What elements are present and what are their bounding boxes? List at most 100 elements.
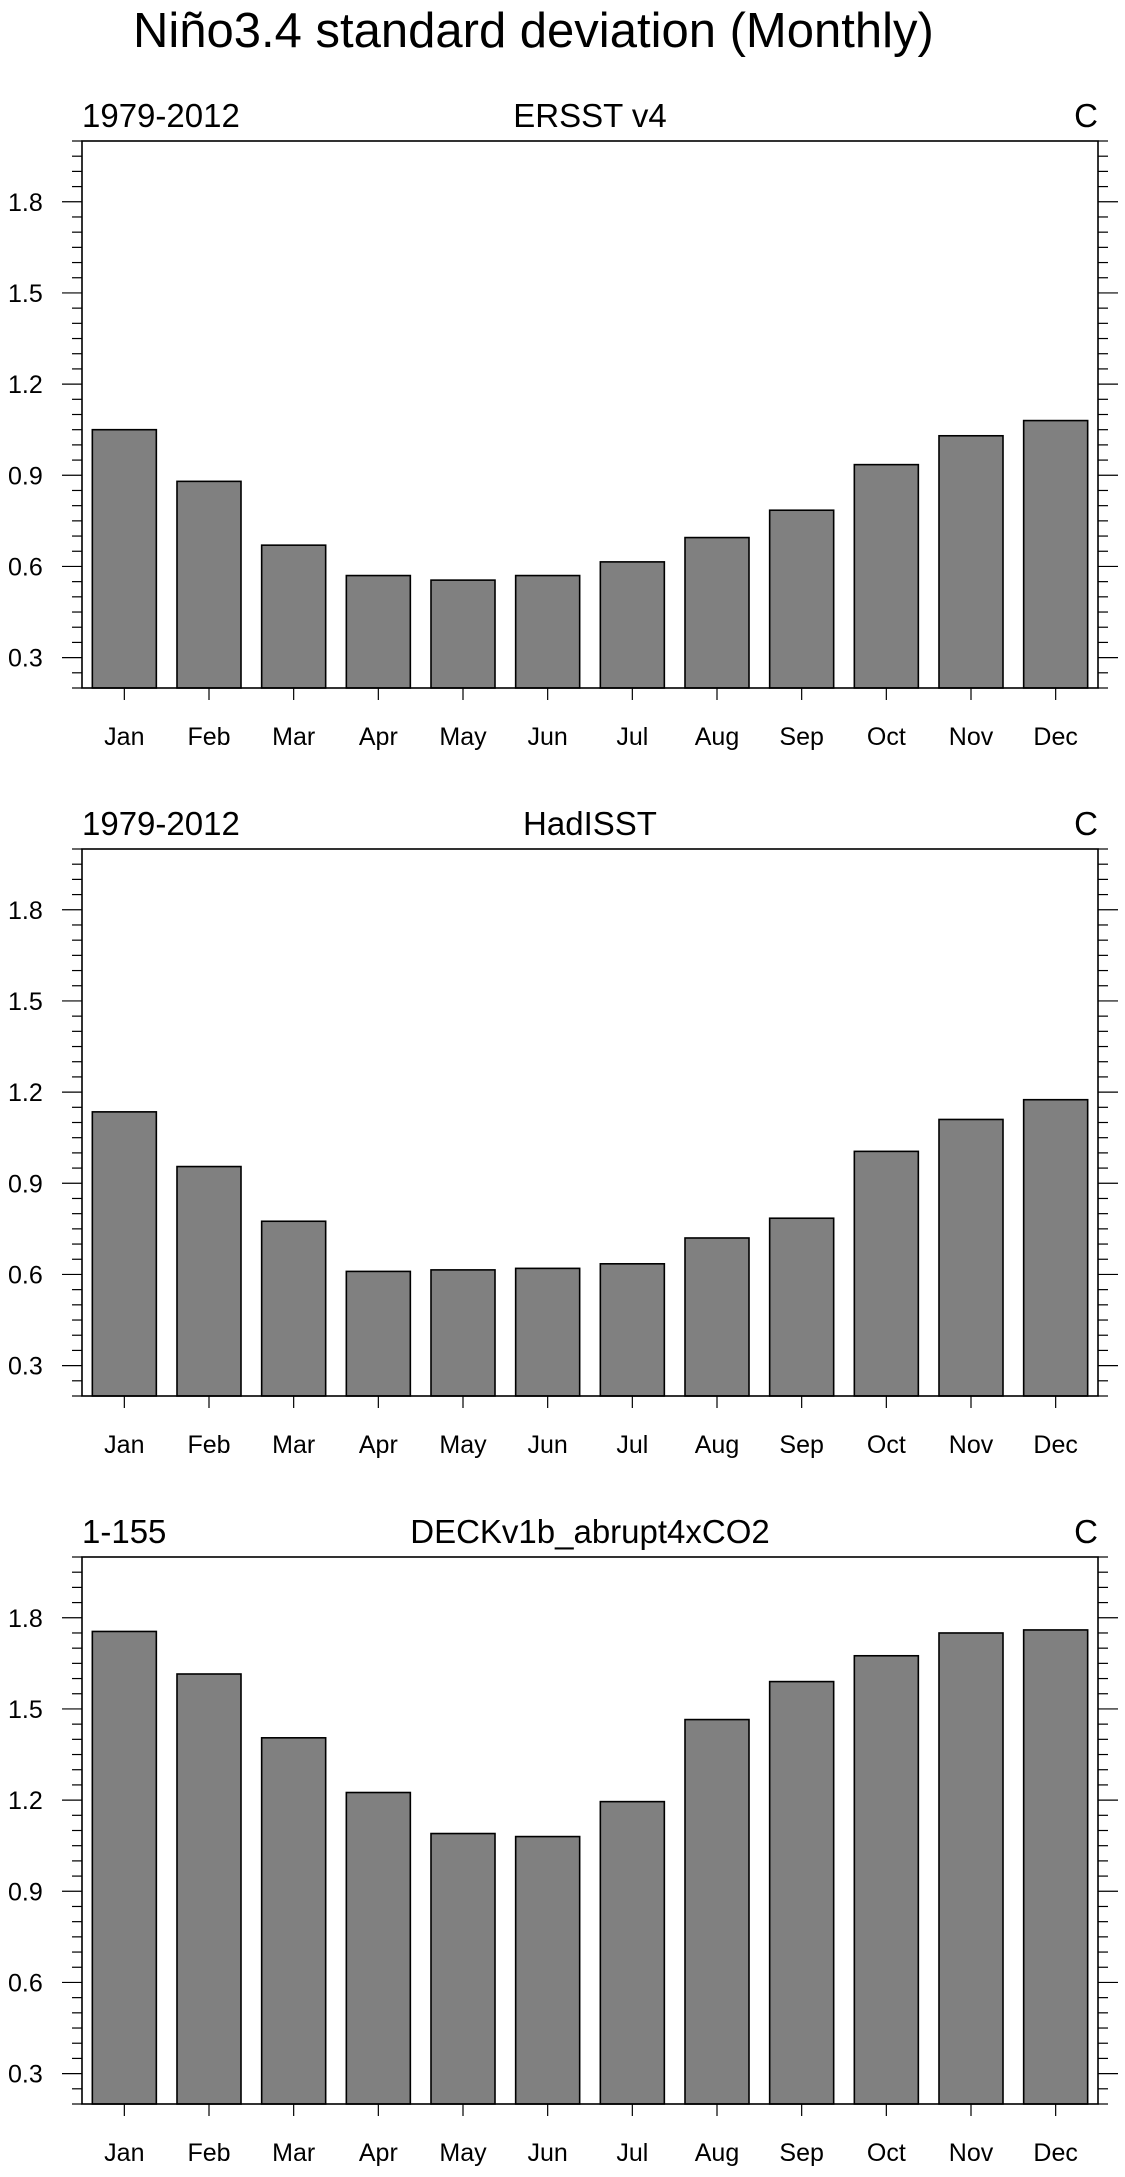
x-tick-label-may: May [439, 723, 487, 751]
y-tick-label: 0.6 [8, 553, 43, 581]
y-tick-label: 0.3 [8, 645, 43, 673]
y-tick-label: 0.3 [8, 1353, 43, 1381]
panel-left-label: 1979-2012 [82, 97, 240, 134]
x-tick-label-feb: Feb [187, 2139, 230, 2167]
bar-aug [684, 1237, 750, 1397]
y-tick-label: 0.9 [8, 462, 43, 490]
panel-left-label: 1-155 [82, 1513, 166, 1550]
y-tick-label: 1.2 [8, 1079, 43, 1107]
x-tick-label-jan: Jan [104, 2139, 144, 2167]
bar-may [430, 1269, 496, 1397]
bar-mar [260, 1220, 327, 1397]
bar-mar [260, 544, 327, 689]
x-tick-label-jun: Jun [528, 2139, 568, 2167]
y-tick-label: 0.6 [8, 1969, 43, 1997]
x-tick-label-aug: Aug [695, 1431, 739, 1459]
x-tick-label-aug: Aug [695, 2139, 739, 2167]
x-tick-label-jul: Jul [616, 2139, 648, 2167]
x-tick-label-aug: Aug [695, 723, 739, 751]
x-tick-label-feb: Feb [187, 723, 230, 751]
chart-panel-3: 1-155 DECKv1b_abrupt4xCO2 C 0.3 0.6 0.9 1.2 1.5… [8, 1513, 1118, 2167]
chart-panel-1: 1979-2012 ERSST v4 C 0.3 0.6 0.9 1.2 1.5 1.8 Jan F… [8, 97, 1118, 751]
figure-title: Niño3.4 standard deviation (Monthly) [133, 4, 934, 58]
y-tick-label: 1.8 [8, 189, 43, 217]
panel-title: DECKv1b_abrupt4xCO2 [410, 1513, 770, 1550]
bar-jul [599, 1800, 666, 2105]
bar-jun [514, 1835, 581, 2105]
y-tick-label: 1.5 [8, 988, 43, 1016]
y-tick-label: 0.9 [8, 1878, 43, 1906]
x-tick-label-apr: Apr [359, 2139, 398, 2167]
x-tick-label-apr: Apr [359, 723, 398, 751]
bar-apr [345, 1270, 412, 1397]
bar-sep [768, 1217, 835, 1397]
x-tick-label-oct: Oct [867, 723, 906, 751]
x-tick-label-dec: Dec [1033, 2139, 1077, 2167]
x-tick-label-jun: Jun [528, 1431, 568, 1459]
bar-oct [853, 463, 920, 689]
x-tick-label-sep: Sep [779, 1431, 823, 1459]
x-tick-label-jan: Jan [104, 1431, 144, 1459]
bar-feb [176, 1165, 242, 1397]
bar-jun [514, 574, 581, 689]
x-tick-label-sep: Sep [779, 2139, 823, 2167]
bar-jan [91, 1111, 158, 1397]
bar-feb [176, 480, 242, 689]
chart-panel-2: 1979-2012 HadISST C 0.3 0.6 0.9 1.2 1.5 1.8 Jan Fe… [8, 805, 1118, 1459]
y-tick-label: 1.8 [8, 897, 43, 925]
x-tick-label-oct: Oct [867, 1431, 906, 1459]
x-tick-label-mar: Mar [272, 723, 315, 751]
bar-oct [853, 1150, 920, 1397]
x-tick-label-jan: Jan [104, 723, 144, 751]
bar-may [430, 1832, 496, 2105]
x-tick-label-feb: Feb [187, 1431, 230, 1459]
bar-nov [938, 1118, 1004, 1397]
panel-units-label: C [1074, 1513, 1098, 1550]
bar-dec [1022, 419, 1089, 689]
bar-apr [345, 1791, 412, 2105]
bar-jun [514, 1267, 581, 1397]
panel-left-label: 1979-2012 [82, 805, 240, 842]
bar-nov [938, 1632, 1004, 2105]
y-tick-label: 1.5 [8, 280, 43, 308]
bar-sep [768, 1680, 835, 2105]
bar-sep [768, 509, 835, 689]
x-tick-label-dec: Dec [1033, 723, 1077, 751]
bar-jul [599, 1263, 666, 1397]
bar-dec [1022, 1098, 1089, 1397]
bar-feb [176, 1673, 242, 2105]
bar-oct [853, 1654, 920, 2105]
x-tick-label-may: May [439, 2139, 487, 2167]
y-tick-label: 0.6 [8, 1261, 43, 1289]
x-tick-label-sep: Sep [779, 723, 823, 751]
x-tick-label-jun: Jun [528, 723, 568, 751]
y-tick-label: 0.9 [8, 1170, 43, 1198]
bar-jul [599, 561, 666, 689]
x-tick-label-jul: Jul [616, 723, 648, 751]
y-tick-label: 1.2 [8, 371, 43, 399]
x-tick-label-nov: Nov [949, 2139, 994, 2167]
x-tick-label-may: May [439, 1431, 487, 1459]
bar-aug [684, 536, 750, 689]
x-tick-label-nov: Nov [949, 1431, 994, 1459]
panel-units-label: C [1074, 97, 1098, 134]
x-tick-label-jul: Jul [616, 1431, 648, 1459]
x-tick-label-dec: Dec [1033, 1431, 1077, 1459]
x-tick-label-mar: Mar [272, 1431, 315, 1459]
panel-title: ERSST v4 [513, 97, 666, 134]
bar-nov [938, 434, 1004, 689]
bar-jan [91, 428, 158, 689]
bar-may [430, 579, 496, 689]
panel-units-label: C [1074, 805, 1098, 842]
bar-aug [684, 1718, 750, 2105]
x-tick-label-nov: Nov [949, 723, 994, 751]
x-tick-label-apr: Apr [359, 1431, 398, 1459]
y-tick-label: 1.2 [8, 1787, 43, 1815]
x-tick-label-mar: Mar [272, 2139, 315, 2167]
bar-mar [260, 1737, 327, 2105]
y-tick-label: 0.3 [8, 2061, 43, 2089]
x-tick-label-oct: Oct [867, 2139, 906, 2167]
bar-jan [91, 1630, 158, 2105]
y-tick-label: 1.8 [8, 1605, 43, 1633]
